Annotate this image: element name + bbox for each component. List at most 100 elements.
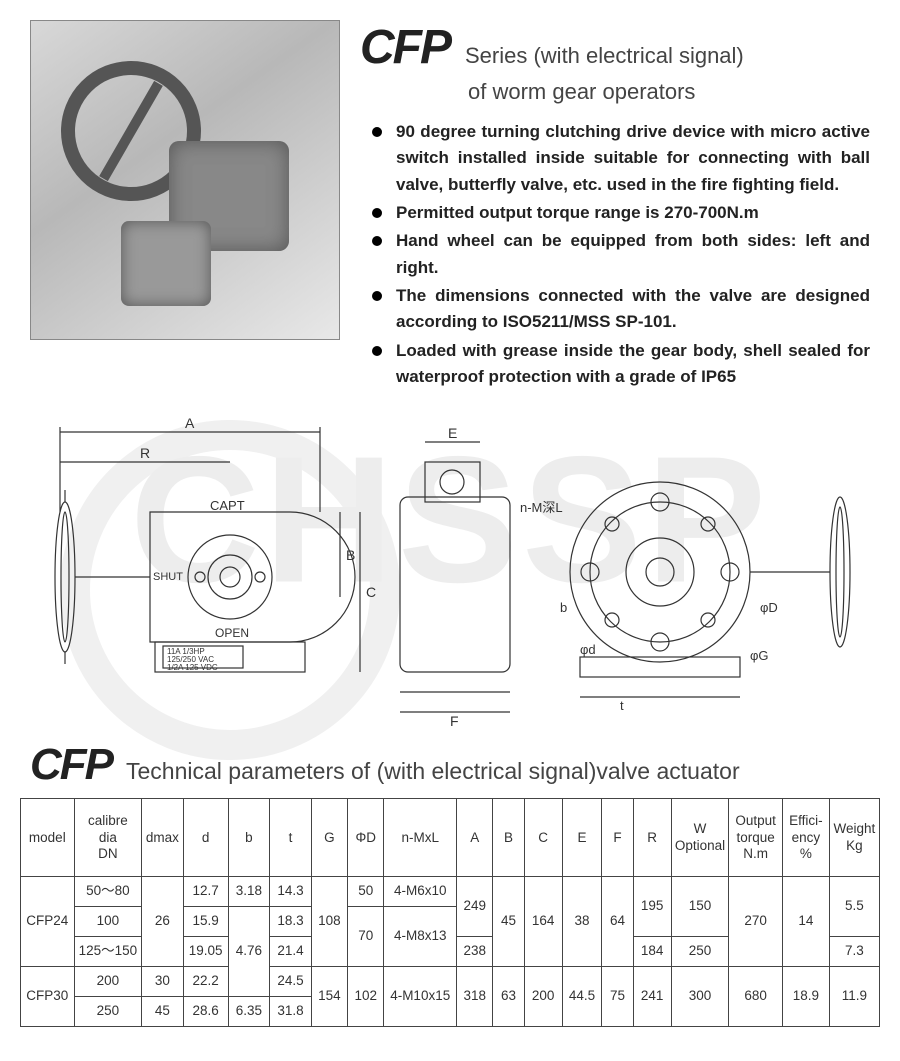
table-cell: CFP30	[21, 967, 75, 1027]
table-cell: 125～150	[74, 937, 142, 967]
table-header-cell: G	[311, 799, 347, 877]
table-cell: 150	[671, 877, 729, 937]
table-cell: 50～80	[74, 877, 142, 907]
table-cell: 164	[524, 877, 562, 967]
table-header-cell: OutputtorqueN.m	[729, 799, 783, 877]
table-header-cell: R	[633, 799, 671, 877]
header-text-block: CFP Series (with electrical signal) of w…	[360, 20, 870, 392]
label-capt: CAPT	[210, 498, 245, 513]
table-cell: 195	[633, 877, 671, 937]
table-cell: 241	[633, 967, 671, 1027]
top-section: CFP Series (with electrical signal) of w…	[0, 0, 900, 402]
table-header-cell: WeightKg	[829, 799, 879, 877]
table-header-cell: A	[457, 799, 493, 877]
table-header-cell: C	[524, 799, 562, 877]
table-cell: 200	[524, 967, 562, 1027]
table-cell: 50	[348, 877, 384, 907]
feature-item: Hand wheel can be equipped from both sid…	[368, 228, 870, 281]
table-header-cell: d	[183, 799, 228, 877]
feature-item: Loaded with grease inside the gear body,…	[368, 338, 870, 391]
table-cell: 45	[493, 877, 524, 967]
table-cell: 12.7	[183, 877, 228, 907]
table-subtitle: Technical parameters of (with electrical…	[126, 758, 740, 785]
label-b: b	[560, 600, 567, 615]
table-header-cell: ΦD	[348, 799, 384, 877]
table-cell: 64	[602, 877, 633, 967]
table-cell: 108	[311, 877, 347, 967]
table-cell: 250	[74, 996, 142, 1026]
label-shut: SHUT	[153, 571, 183, 583]
table-cell: 14.3	[270, 877, 312, 907]
table-cell: 154	[311, 967, 347, 1027]
table-header-cell: E	[562, 799, 602, 877]
label-phiG: φG	[750, 648, 769, 663]
table-cell: 18.3	[270, 907, 312, 937]
table-cell: 4-M6x10	[384, 877, 457, 907]
gearbox-shape-2	[121, 221, 211, 306]
table-cell: 70	[348, 907, 384, 967]
dim-label-E: E	[448, 425, 457, 441]
label-phiD: φD	[760, 600, 778, 615]
table-cell: 4-M10x15	[384, 967, 457, 1027]
table-cell: 4-M8x13	[384, 907, 457, 967]
table-header-cell: dmax	[142, 799, 184, 877]
table-row: CFP302003022.224.51541024-M10x1531863200…	[21, 967, 880, 997]
diagram-svg: A R B C E F CAPT SHUT OPEN 11A 1/3HP 125…	[20, 402, 880, 732]
table-cell: 238	[457, 937, 493, 967]
feature-item: 90 degree turning clutching drive device…	[368, 119, 870, 198]
table-cell: 300	[671, 967, 729, 1027]
label-open: OPEN	[215, 626, 249, 640]
table-cell: CFP24	[21, 877, 75, 967]
table-title-row: CFP Technical parameters of (with electr…	[0, 732, 900, 798]
table-header-cell: Effici-ency%	[782, 799, 829, 877]
table-cell: 75	[602, 967, 633, 1027]
table-cell: 249	[457, 877, 493, 937]
label-nML: n-M深L	[520, 500, 563, 515]
dim-label-B: B	[346, 547, 355, 563]
feature-list: 90 degree turning clutching drive device…	[360, 119, 870, 390]
title-row: CFP Series (with electrical signal)	[360, 20, 870, 75]
product-photo	[30, 20, 340, 340]
table-header-cell: calibrediaDN	[74, 799, 142, 877]
table-cell: 250	[671, 937, 729, 967]
table-cell: 45	[142, 996, 184, 1026]
table-cell: 44.5	[562, 967, 602, 1027]
table-cell: 6.35	[228, 996, 270, 1026]
table-cell: 18.9	[782, 967, 829, 1027]
table-body: CFP2450～802612.73.1814.3108504-M6x102494…	[21, 877, 880, 1026]
table-cell: 5.5	[829, 877, 879, 937]
table-header-cell: n-MxL	[384, 799, 457, 877]
table-cell: 680	[729, 967, 783, 1027]
table-cell: 270	[729, 877, 783, 967]
spec-table: modelcalibrediaDNdmaxdbtGΦDn-MxLABCEFRWO…	[20, 798, 880, 1026]
table-cell: 100	[74, 907, 142, 937]
table-cell: 63	[493, 967, 524, 1027]
feature-item: The dimensions connected with the valve …	[368, 283, 870, 336]
dim-label-C: C	[366, 584, 376, 600]
table-cell: 7.3	[829, 937, 879, 967]
feature-item: Permitted output torque range is 270-700…	[368, 200, 870, 226]
table-cell: 318	[457, 967, 493, 1027]
table-cell: 4.76	[228, 907, 270, 997]
table-header-cell: t	[270, 799, 312, 877]
brand-title: CFP	[360, 20, 450, 75]
table-cell: 19.05	[183, 937, 228, 967]
table-cell: 102	[348, 967, 384, 1027]
title-line-1: Series (with electrical signal)	[465, 43, 744, 69]
table-header-cell: b	[228, 799, 270, 877]
table-cell: 184	[633, 937, 671, 967]
plate-line-3: 1/2A 125 VDC	[167, 663, 218, 672]
label-phid: φd	[580, 642, 596, 657]
table-cell: 31.8	[270, 996, 312, 1026]
table-header-cell: WOptional	[671, 799, 729, 877]
technical-diagram: A R B C E F CAPT SHUT OPEN 11A 1/3HP 125…	[20, 402, 880, 732]
table-cell: 11.9	[829, 967, 879, 1027]
table-brand-title: CFP	[30, 740, 112, 790]
title-line-2: of worm gear operators	[468, 79, 870, 105]
table-cell: 21.4	[270, 937, 312, 967]
table-row: CFP2450～802612.73.1814.3108504-M6x102494…	[21, 877, 880, 907]
table-cell: 28.6	[183, 996, 228, 1026]
dim-label-A: A	[185, 415, 195, 431]
table-cell: 38	[562, 877, 602, 967]
table-header-cell: B	[493, 799, 524, 877]
